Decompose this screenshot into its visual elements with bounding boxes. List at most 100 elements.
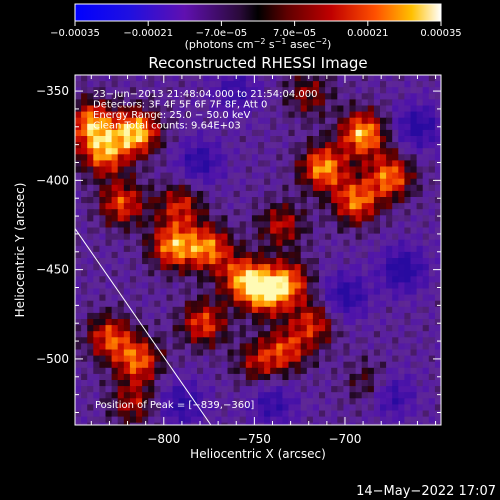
heatmap-cell bbox=[264, 215, 271, 222]
heatmap-cell bbox=[331, 355, 338, 363]
heatmap-cell bbox=[239, 197, 247, 204]
heatmap-cell bbox=[129, 129, 137, 137]
heatmap-cell bbox=[355, 105, 363, 113]
heatmap-cell bbox=[81, 325, 88, 332]
heatmap-cell bbox=[428, 245, 436, 253]
heatmap-cell bbox=[209, 392, 216, 399]
heatmap-cell bbox=[166, 197, 174, 204]
heatmap-cell bbox=[233, 75, 241, 82]
heatmap-cell bbox=[123, 81, 131, 88]
heatmap-cell bbox=[270, 221, 277, 229]
heatmap-cell bbox=[111, 410, 119, 418]
heatmap-cell bbox=[319, 197, 326, 204]
heatmap-cell bbox=[227, 136, 235, 143]
heatmap-cell bbox=[361, 312, 369, 320]
heatmap-cell bbox=[264, 129, 271, 137]
heatmap-cell bbox=[190, 154, 198, 161]
heatmap-cell bbox=[75, 282, 82, 290]
heatmap-cell bbox=[215, 270, 222, 277]
heatmap-cell bbox=[190, 288, 198, 296]
heatmap-cell bbox=[349, 111, 357, 119]
heatmap-cell bbox=[215, 300, 222, 308]
heatmap-cell bbox=[428, 233, 436, 241]
heatmap-cell bbox=[233, 154, 241, 161]
heatmap-cell bbox=[270, 105, 277, 113]
heatmap-cell bbox=[367, 294, 375, 302]
heatmap-cell bbox=[398, 166, 405, 174]
heatmap-cell bbox=[129, 300, 137, 308]
heatmap-cell bbox=[148, 251, 155, 259]
heatmap-cell bbox=[386, 227, 393, 235]
heatmap-cell bbox=[117, 172, 125, 180]
peak-position-label: Position of Peak = [−839,−360] bbox=[95, 400, 254, 411]
heatmap-cell bbox=[367, 270, 375, 277]
heatmap-cell bbox=[184, 148, 192, 155]
heatmap-cell bbox=[434, 276, 441, 283]
heatmap-cell bbox=[386, 355, 393, 363]
heatmap-cell bbox=[148, 136, 155, 143]
heatmap-cell bbox=[148, 270, 155, 277]
heatmap-cell bbox=[160, 282, 168, 290]
heatmap-cell bbox=[117, 306, 125, 314]
heatmap-cell bbox=[367, 361, 375, 369]
heatmap-cell bbox=[349, 264, 357, 271]
heatmap-cell bbox=[373, 209, 381, 216]
heatmap-cell bbox=[203, 300, 210, 308]
heatmap-cell bbox=[160, 258, 168, 265]
heatmap-cell bbox=[258, 160, 265, 168]
heatmap-cell bbox=[300, 215, 308, 222]
heatmap-cell bbox=[270, 325, 277, 332]
heatmap-cell bbox=[373, 123, 381, 131]
heatmap-cell bbox=[99, 172, 107, 180]
heatmap-cell bbox=[75, 87, 82, 94]
heatmap-cell bbox=[343, 392, 351, 399]
heatmap-cell bbox=[264, 325, 271, 332]
heatmap-cell bbox=[294, 416, 302, 424]
heatmap-cell bbox=[245, 306, 253, 314]
heatmap-cell bbox=[331, 172, 338, 180]
heatmap-cell bbox=[349, 117, 357, 125]
heatmap-cell bbox=[99, 111, 107, 119]
heatmap-cell bbox=[233, 117, 241, 125]
heatmap-cell bbox=[288, 178, 296, 186]
heatmap-cell bbox=[410, 325, 418, 332]
heatmap-cell bbox=[410, 319, 418, 326]
heatmap-cell bbox=[190, 197, 198, 204]
heatmap-cell bbox=[245, 386, 253, 393]
heatmap-cell bbox=[355, 373, 363, 381]
heatmap-cell bbox=[111, 190, 119, 198]
heatmap-cell bbox=[172, 337, 180, 344]
heatmap-cell bbox=[81, 75, 88, 82]
heatmap-cell bbox=[129, 422, 137, 425]
heatmap-cell bbox=[355, 148, 363, 155]
heatmap-cell bbox=[105, 361, 113, 369]
heatmap-cell bbox=[190, 325, 198, 332]
heatmap-cell bbox=[117, 337, 125, 344]
heatmap-cell bbox=[398, 294, 405, 302]
heatmap-cell bbox=[264, 136, 271, 143]
heatmap-cell bbox=[221, 227, 229, 235]
heatmap-cell bbox=[245, 276, 253, 283]
x-tick-labels: −800 −750 −700 bbox=[147, 432, 361, 446]
heatmap-cell bbox=[209, 209, 216, 216]
heatmap-cell bbox=[184, 319, 192, 326]
heatmap-cell bbox=[294, 367, 302, 375]
heatmap-cell bbox=[148, 203, 155, 210]
heatmap-cell bbox=[123, 221, 131, 229]
heatmap-cell bbox=[142, 239, 149, 247]
heatmap-cell bbox=[136, 142, 143, 149]
heatmap-cell bbox=[392, 404, 399, 412]
heatmap-cell bbox=[203, 416, 210, 424]
heatmap-cell bbox=[221, 343, 229, 351]
heatmap-cell bbox=[312, 422, 320, 425]
heatmap-cell bbox=[190, 367, 198, 375]
heatmap-cell bbox=[111, 373, 119, 381]
heatmap-cell bbox=[245, 81, 253, 88]
heatmap-cell bbox=[331, 221, 338, 229]
heatmap-cell bbox=[422, 300, 430, 308]
heatmap-cell bbox=[93, 105, 100, 113]
heatmap-cell bbox=[81, 197, 88, 204]
heatmap-cell bbox=[227, 355, 235, 363]
heatmap-cell bbox=[166, 87, 174, 94]
heatmap-cell bbox=[148, 422, 155, 425]
